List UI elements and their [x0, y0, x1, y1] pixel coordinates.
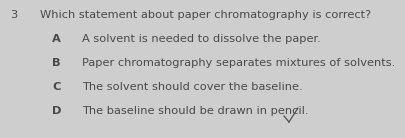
Text: D: D	[52, 106, 62, 116]
Text: B: B	[52, 58, 61, 68]
Text: Paper chromatography separates mixtures of solvents.: Paper chromatography separates mixtures …	[82, 58, 395, 68]
Text: Which statement about paper chromatography is correct?: Which statement about paper chromatograp…	[40, 10, 371, 20]
Text: 3: 3	[10, 10, 17, 20]
Text: C: C	[52, 82, 60, 92]
Text: A solvent is needed to dissolve the paper.: A solvent is needed to dissolve the pape…	[82, 34, 321, 44]
Text: The baseline should be drawn in pencil.: The baseline should be drawn in pencil.	[82, 106, 309, 116]
Text: A: A	[52, 34, 61, 44]
Text: The solvent should cover the baseline.: The solvent should cover the baseline.	[82, 82, 303, 92]
